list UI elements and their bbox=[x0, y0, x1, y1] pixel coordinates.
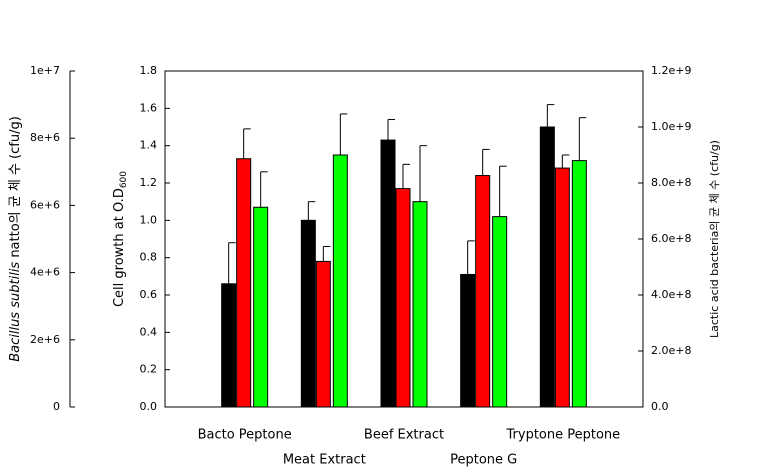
bar bbox=[315, 260, 331, 408]
y-tick-label: 0.4 bbox=[140, 325, 158, 338]
x-tick-label: Meat Extract bbox=[283, 453, 366, 468]
x-tick-label: Bacto Peptone bbox=[198, 428, 292, 443]
bar bbox=[300, 219, 316, 408]
x-tick-label: Beef Extract bbox=[364, 428, 444, 443]
y3-axis-label: Bacillus subtilis natto의 균 체 수 (cfu/g) bbox=[8, 116, 23, 362]
bar bbox=[332, 154, 348, 408]
bar bbox=[539, 126, 555, 408]
bar bbox=[492, 216, 508, 408]
y2-tick-label: 2.0e+8 bbox=[651, 344, 691, 357]
y2-tick-label: 1.2e+9 bbox=[651, 64, 691, 77]
bar bbox=[221, 283, 237, 408]
y3-label-italic: Bacillus subtilis bbox=[8, 262, 23, 362]
y2-tick-label: 1.0e+9 bbox=[651, 120, 691, 133]
y-tick-label: 0.8 bbox=[140, 251, 158, 264]
y-tick-label: 1.2 bbox=[140, 176, 158, 189]
y-label-main: Cell growth at O.D bbox=[112, 188, 127, 307]
bar bbox=[395, 188, 411, 408]
bar bbox=[412, 201, 428, 408]
y-tick-label: 1.6 bbox=[140, 101, 158, 114]
bar bbox=[253, 206, 269, 408]
y2-tick-label: 6.0e+8 bbox=[651, 232, 691, 245]
bar bbox=[554, 167, 570, 408]
y3-tick-label: 6e+6 bbox=[30, 198, 60, 211]
y-label-sub: 600 bbox=[119, 171, 129, 188]
bar bbox=[460, 273, 476, 408]
y2-tick-label: 4.0e+8 bbox=[651, 288, 691, 301]
y3-label-rest: natto의 균 체 수 (cfu/g) bbox=[8, 116, 23, 262]
y3-tick-label: 2e+6 bbox=[30, 333, 60, 346]
y2-tick-label: 8.0e+8 bbox=[651, 176, 691, 189]
y-tick-label: 1.0 bbox=[140, 213, 158, 226]
y3-tick-label: 0 bbox=[53, 400, 60, 413]
x-tick-label: Tryptone Peptone bbox=[506, 428, 621, 443]
y-axis-label: Cell growth at O.D600 bbox=[112, 171, 129, 307]
y3-tick-label: 1e+7 bbox=[30, 64, 60, 77]
y-tick-label: 1.4 bbox=[140, 139, 158, 152]
y3-tick-label: 4e+6 bbox=[30, 266, 60, 279]
y2-axis-label: Lactic acid bacteria의 균 체 수 (cfu/g) bbox=[708, 140, 721, 338]
bar bbox=[571, 160, 587, 408]
y2-tick-label: 0.0 bbox=[651, 400, 669, 413]
y-tick-label: 0.2 bbox=[140, 363, 158, 376]
bar bbox=[475, 175, 491, 408]
bar bbox=[380, 139, 396, 408]
y3-tick-label: 8e+6 bbox=[30, 131, 60, 144]
bar bbox=[236, 158, 252, 408]
y-tick-label: 0.0 bbox=[140, 400, 158, 413]
y-tick-label: 0.6 bbox=[140, 288, 158, 301]
x-tick-label: Peptone G bbox=[450, 453, 517, 468]
y-tick-label: 1.8 bbox=[140, 64, 158, 77]
